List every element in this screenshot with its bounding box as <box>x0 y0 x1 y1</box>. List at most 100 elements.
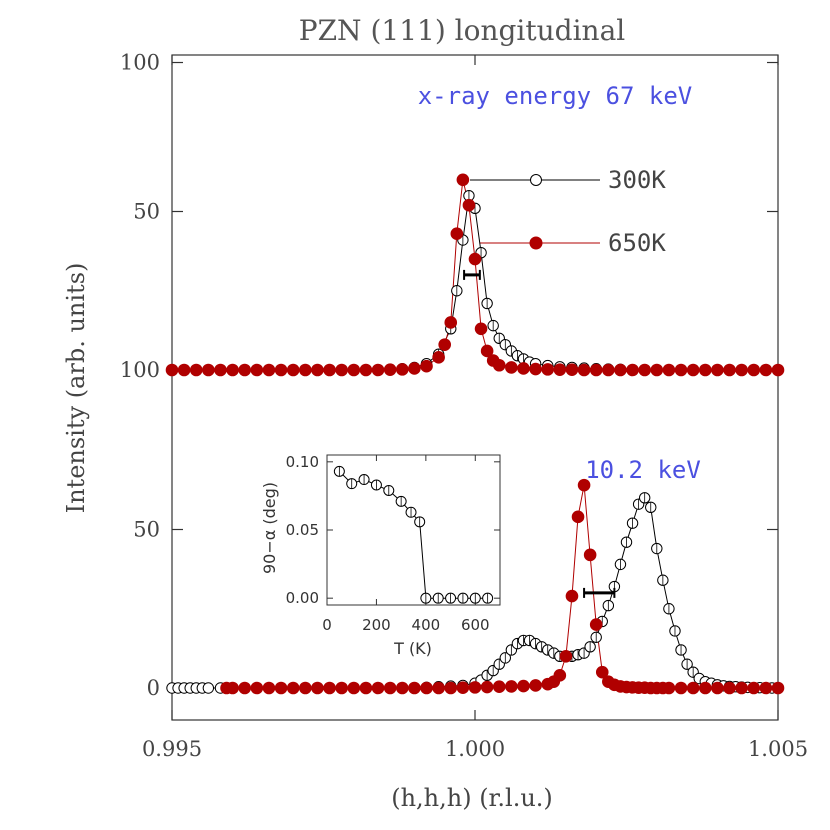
data-point-650k <box>456 681 470 694</box>
data-point-650k <box>747 681 761 695</box>
inset-chart: 0 200 400 600 0.00 0.05 0.10 T (K) 90−α (deg) <box>260 453 501 658</box>
data-point-650k <box>202 363 215 377</box>
data-point-650k <box>747 363 761 377</box>
data-point-650k <box>335 681 348 695</box>
data-point-650k <box>638 363 651 377</box>
y-tick-label: 100 <box>120 358 160 382</box>
data-point-650k <box>698 363 712 377</box>
data-point-650k <box>438 338 452 351</box>
data-point-650k <box>517 679 530 693</box>
data-point-650k <box>759 681 773 695</box>
data-point-650k <box>226 681 239 695</box>
legend-marker-650k <box>529 236 543 250</box>
data-point-650k <box>359 681 373 695</box>
lower-energy-annotation: 10.2 keV <box>585 456 701 484</box>
series-line-300k <box>172 193 778 371</box>
data-point-650k <box>583 548 597 562</box>
data-point-650k <box>262 681 276 695</box>
data-point-650k <box>492 680 506 694</box>
data-point-650k <box>323 363 336 377</box>
data-point-650k <box>311 681 324 695</box>
chart-title: PZN (111) longitudinal <box>299 14 626 47</box>
x-ticks: 0.995 1.000 1.005 <box>142 55 808 761</box>
inset-x-tick-label: 600 <box>461 616 490 634</box>
data-point-650k <box>595 665 609 679</box>
data-point-650k <box>626 363 639 377</box>
data-point-650k <box>347 363 361 377</box>
data-point-650k <box>686 363 700 377</box>
data-point-650k <box>347 681 361 695</box>
series-layer <box>165 173 785 695</box>
x-tick-label: 0.995 <box>142 737 202 761</box>
data-point-650k <box>735 681 748 695</box>
data-point-650k <box>589 363 603 377</box>
data-point-650k <box>408 681 421 695</box>
data-point-650k <box>686 681 700 695</box>
data-point-650k <box>602 363 615 377</box>
data-point-650k <box>420 681 433 695</box>
data-point-650k <box>698 681 712 695</box>
data-point-650k <box>492 358 506 372</box>
y-tick-label: 100 <box>120 51 160 75</box>
data-point-650k <box>462 198 476 212</box>
inset-x-tick-label: 200 <box>362 616 391 634</box>
legend: 300K 650K <box>470 166 666 257</box>
data-point-650k <box>505 680 518 693</box>
data-point-650k <box>723 363 736 377</box>
data-point-650k <box>395 363 409 376</box>
data-point-650k <box>420 359 433 373</box>
data-point-650k <box>662 681 676 695</box>
data-point-650k <box>650 363 664 377</box>
inset-y-tick-label: 0.05 <box>286 521 319 539</box>
inset-frame <box>326 454 501 606</box>
data-point-650k <box>214 363 227 377</box>
data-point-650k <box>286 681 300 695</box>
panel-0 <box>165 173 785 377</box>
data-point-650k <box>529 679 542 692</box>
data-point-650k <box>771 363 785 377</box>
data-point-650k <box>274 681 288 695</box>
upper-energy-annotation: x-ray energy 67 keV <box>418 82 693 110</box>
legend-label-300k: 300K <box>608 166 666 194</box>
y-tick-label: 0 <box>147 676 160 700</box>
data-point-650k <box>517 362 530 375</box>
x-axis-label: (h,h,h) (r.l.u.) <box>391 784 553 812</box>
y-ticks: 0 50 100 50 100 <box>120 51 778 700</box>
data-point-650k <box>565 589 579 603</box>
x-tick-label: 1.000 <box>445 737 505 761</box>
data-point-650k <box>371 681 385 695</box>
legend-label-650k: 650K <box>608 229 666 257</box>
data-point-650k <box>359 363 373 377</box>
data-point-650k <box>371 363 385 377</box>
data-point-650k <box>238 363 252 377</box>
y-tick-label: 50 <box>133 518 160 542</box>
data-point-650k <box>432 681 445 695</box>
data-point-650k <box>614 363 627 377</box>
data-point-650k <box>408 362 421 375</box>
data-point-650k <box>771 681 785 695</box>
data-point-650k <box>723 681 736 695</box>
inset-y-tick-label: 0.00 <box>286 589 319 607</box>
legend-marker-300k <box>530 174 542 186</box>
data-point-650k <box>565 363 579 376</box>
inset-x-tick-label: 400 <box>412 616 441 634</box>
data-point-650k <box>480 344 494 358</box>
data-point-300k <box>202 682 215 694</box>
data-point-650k <box>759 363 773 377</box>
data-point-650k <box>450 227 464 240</box>
panel-1 <box>166 478 785 695</box>
data-point-650k <box>559 650 573 663</box>
data-point-650k <box>383 363 397 376</box>
data-point-650k <box>711 363 724 377</box>
data-point-650k <box>711 681 724 695</box>
data-point-650k <box>250 363 264 377</box>
inset-ticks: 0 200 400 600 0.00 0.05 0.10 <box>286 453 500 634</box>
data-point-650k <box>335 363 348 377</box>
data-point-650k <box>165 363 179 377</box>
data-point-650k <box>480 680 494 694</box>
data-point-650k <box>468 252 482 266</box>
inset-y-label: 90−α (deg) <box>260 482 279 574</box>
x-tick-label: 1.005 <box>748 737 808 761</box>
data-point-650k <box>238 681 252 695</box>
